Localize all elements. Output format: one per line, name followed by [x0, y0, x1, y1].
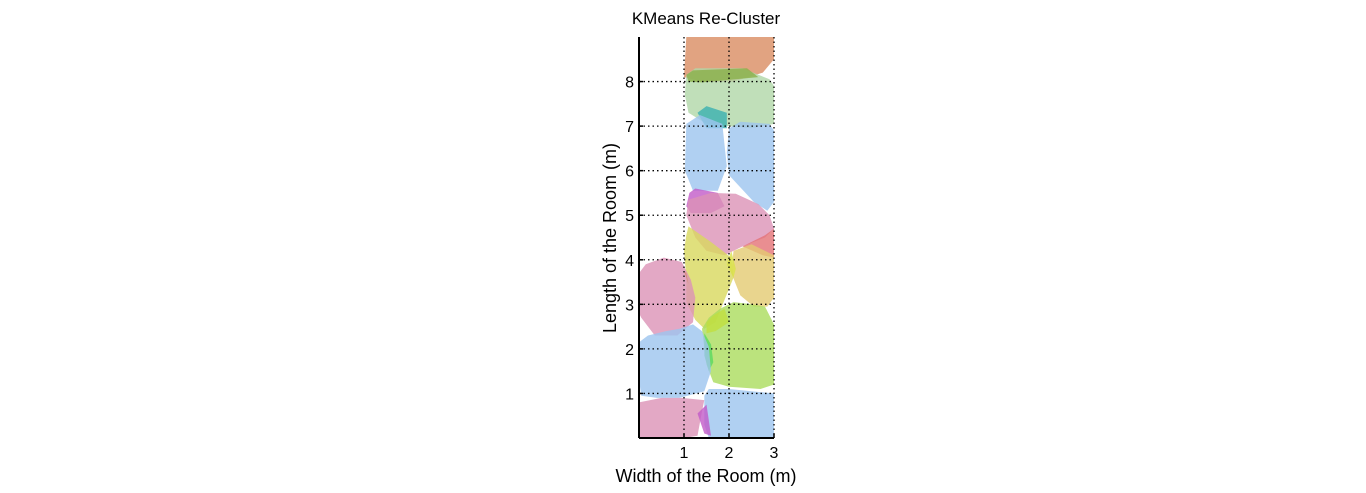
x-tick-label-3: 3 [770, 445, 779, 462]
y-tick-label-6: 6 [625, 164, 634, 181]
chart-title: KMeans Re-Cluster [632, 9, 781, 28]
y-tick-label-2: 2 [625, 342, 634, 359]
cluster-region-16 [706, 308, 729, 334]
y-tick-label-4: 4 [625, 253, 634, 270]
grid-lines [639, 37, 775, 438]
cluster-region-21 [697, 404, 711, 436]
y-tick-labels: 1 2 3 4 5 6 7 8 [625, 75, 634, 404]
y-axis-label: Length of the Room (m) [600, 143, 620, 333]
y-tick-label-7: 7 [625, 119, 634, 136]
cluster-region-3 [686, 68, 759, 83]
cluster-region-13 [639, 257, 696, 336]
cluster-region-15 [702, 302, 774, 389]
cluster-region-11 [684, 226, 734, 329]
cluster-region-10 [731, 244, 774, 307]
cluster-region-5 [684, 115, 727, 191]
cluster-region-20 [639, 397, 705, 438]
x-tick-labels: 1 2 3 [680, 445, 779, 462]
cluster-region-18 [639, 324, 711, 398]
y-tick-label-3: 3 [625, 297, 634, 314]
x-tick-label-1: 1 [680, 445, 689, 462]
plot-area: 1 2 3 1 2 3 4 5 6 7 8 [625, 37, 779, 462]
axes [638, 37, 775, 439]
cluster-region-9 [742, 228, 774, 258]
cluster-region-14 [679, 266, 689, 285]
x-tick-label-2: 2 [725, 445, 734, 462]
cluster-region-8 [686, 192, 774, 256]
cluster-region-6 [726, 121, 774, 211]
y-tick-label-5: 5 [625, 208, 634, 225]
y-tick-label-1: 1 [625, 386, 634, 403]
cluster-region-19 [704, 389, 774, 438]
x-axis-label: Width of the Room (m) [615, 466, 796, 486]
y-tick-label-8: 8 [625, 75, 634, 92]
cluster-regions [639, 37, 774, 438]
